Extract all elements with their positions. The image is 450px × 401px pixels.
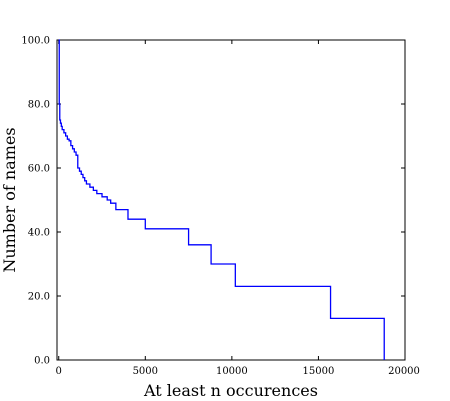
y-tick-label: 100.0: [21, 36, 50, 47]
x-tick-label: 0: [56, 366, 62, 377]
x-tick-label: 5000: [133, 366, 158, 377]
x-axis-label: At least n occurences: [143, 381, 318, 400]
y-tick-label: 80.0: [28, 100, 50, 111]
x-tick-label: 10000: [216, 366, 248, 377]
x-axis-ticks: 0 5000 10000 15000 20000: [56, 40, 420, 377]
y-axis-label: Number of names: [0, 127, 19, 272]
series-line: [58, 39, 385, 360]
y-axis-ticks: 0.0 20.0 40.0 60.0 80.0 100.0: [21, 36, 405, 367]
y-tick-label: 0.0: [34, 356, 50, 367]
x-tick-label: 15000: [303, 366, 335, 377]
y-tick-label: 40.0: [28, 228, 50, 239]
x-tick-label: 20000: [388, 366, 420, 377]
y-tick-label: 60.0: [28, 164, 50, 175]
plot-frame: [56, 39, 406, 361]
y-tick-label: 20.0: [28, 292, 50, 303]
